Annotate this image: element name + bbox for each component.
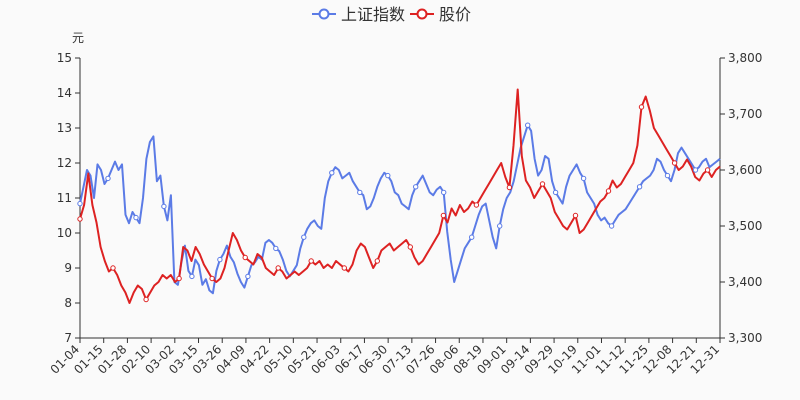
series-point-0: [580, 175, 587, 182]
series-markers: [77, 104, 711, 303]
series-point-1: [209, 275, 215, 282]
series-point-0: [133, 214, 139, 221]
series-point-0: [552, 189, 559, 196]
y-left-unit-label: 元: [72, 31, 84, 45]
series-point-0: [441, 189, 447, 196]
series-point-1: [341, 265, 347, 271]
series-point-0: [664, 172, 671, 179]
series-point-0: [217, 256, 223, 263]
y-left-tick-label: 11: [57, 191, 72, 205]
series-point-1: [308, 258, 314, 264]
series-line-0: [79, 124, 721, 295]
y-right-tick-label: 3,400: [728, 275, 762, 289]
series-point-1: [77, 216, 83, 222]
series-point-1: [143, 296, 149, 303]
series-point-1: [440, 212, 447, 219]
series-point-0: [105, 175, 111, 182]
y-left-tick-label: 7: [64, 331, 72, 345]
series-point-0: [608, 223, 615, 229]
series-point-0: [245, 273, 251, 280]
series-line-1: [79, 88, 721, 304]
series-point-1: [374, 258, 380, 264]
series-point-1: [539, 181, 546, 187]
legend-item-1[interactable]: 股价: [410, 5, 471, 24]
legend-marker-icon: [416, 8, 428, 20]
series-point-0: [469, 234, 475, 240]
legend-marker-icon: [318, 8, 330, 20]
series-point-0: [77, 200, 83, 207]
legend: 上证指数 股价: [312, 5, 471, 24]
series-point-1: [275, 265, 281, 271]
series-point-0: [189, 273, 195, 280]
series-point-1: [638, 104, 645, 110]
series-point-1: [605, 188, 612, 194]
series-point-1: [506, 184, 513, 191]
y-left-tick-label: 10: [57, 226, 72, 240]
series-point-1: [473, 202, 480, 208]
series-point-0: [497, 223, 503, 229]
y-right-tick-label: 3,500: [728, 219, 762, 233]
series-point-0: [636, 184, 643, 190]
y-left-tick-label: 13: [57, 121, 72, 135]
y-left-tick-label: 8: [64, 296, 72, 310]
series-point-0: [413, 184, 419, 190]
series-point-1: [704, 167, 711, 173]
series-point-0: [301, 234, 307, 240]
series-point-1: [671, 160, 678, 166]
y-right-tick-label: 3,700: [728, 107, 762, 121]
legend-label: 股价: [439, 5, 471, 24]
series-point-0: [161, 203, 167, 210]
series-point-0: [273, 245, 279, 252]
y-left-tick-label: 9: [64, 261, 72, 275]
axes: 7 8 9 10 11 12 13 14 15 3,300 3,400 3,500 3,600 3,700…: [48, 51, 763, 377]
series-point-0: [525, 122, 531, 128]
y-left-tick-label: 15: [57, 51, 72, 65]
series-point-0: [329, 170, 335, 176]
series-point-0: [385, 172, 391, 179]
legend-item-0[interactable]: 上证指数: [312, 5, 405, 24]
series-point-1: [407, 244, 413, 250]
y-left-tick-label: 14: [57, 86, 72, 100]
legend-label: 上证指数: [341, 5, 405, 24]
series-point-0: [357, 189, 363, 196]
y-right-tick-label: 3,300: [728, 331, 762, 345]
series-point-0: [692, 167, 699, 173]
series-point-1: [110, 265, 116, 271]
series-point-1: [242, 254, 248, 261]
series-lines: [79, 88, 721, 304]
series-point-1: [572, 212, 579, 219]
y-right-tick-label: 3,800: [728, 51, 762, 65]
y-left-tick-label: 12: [57, 156, 72, 170]
series-point-1: [176, 275, 182, 282]
y-right-tick-label: 3,600: [728, 163, 762, 177]
